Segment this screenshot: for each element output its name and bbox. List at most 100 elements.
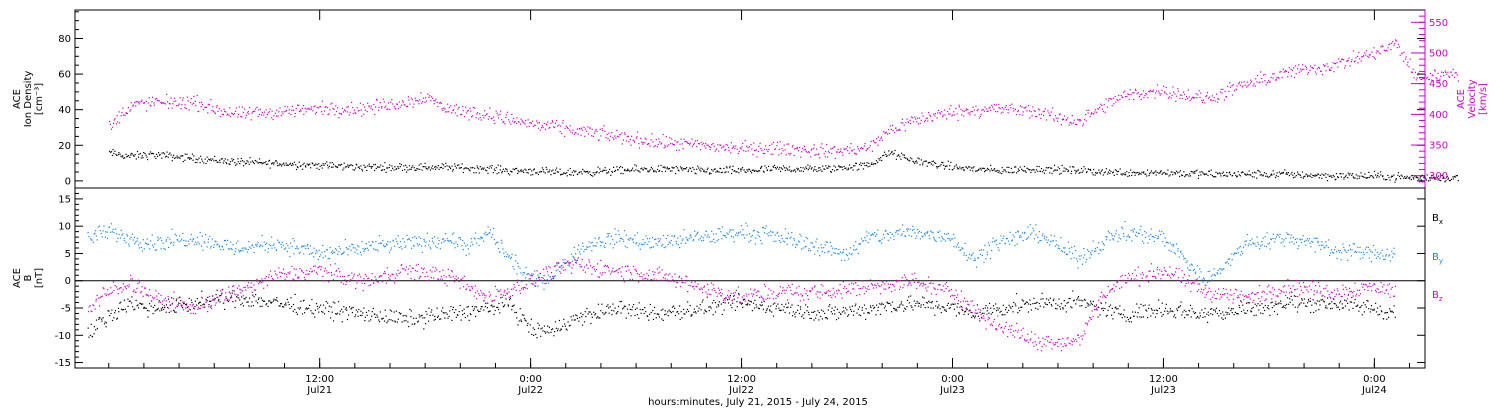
velocity-series-point [1097, 108, 1099, 110]
velocity-series-point [1393, 44, 1395, 46]
bx-series-point [1026, 301, 1028, 303]
bx-series-point [695, 312, 697, 314]
density-series-point [231, 158, 233, 160]
density-series-point [915, 161, 917, 163]
bx-series-point [483, 309, 485, 311]
by-series-point [450, 240, 452, 242]
velocity-series-point [982, 109, 984, 111]
bx-series-point [680, 311, 682, 313]
density-series-point [567, 169, 569, 171]
density-series-point [461, 163, 463, 165]
velocity-series-point [1295, 73, 1297, 75]
bx-series-point [882, 303, 884, 305]
velocity-series-point [1100, 103, 1102, 105]
by-series-point [436, 247, 438, 249]
bx-series-point [603, 313, 605, 315]
bx-series-point [283, 306, 285, 308]
bx-series-point [1214, 309, 1216, 311]
density-series-point [1105, 168, 1107, 170]
density-series-point [397, 166, 399, 168]
velocity-series-point [170, 97, 172, 99]
velocity-series-point [235, 107, 237, 109]
velocity-series-point [201, 103, 204, 106]
density-series-point [738, 172, 740, 174]
velocity-series-point [796, 148, 799, 150]
density-series-point [1285, 173, 1287, 175]
velocity-series-point [567, 127, 569, 129]
density-series-point [807, 164, 809, 166]
bx-series-point [318, 311, 320, 313]
bx-series-point [1375, 311, 1378, 313]
density-series-point [1426, 174, 1428, 176]
bx-series-point [233, 290, 235, 292]
bx-series-point [1091, 303, 1093, 306]
bx-series-point [1189, 304, 1192, 306]
density-series-point [240, 157, 242, 160]
density-series-point [1449, 180, 1451, 182]
velocity-series-point [795, 148, 797, 150]
velocity-series-point [1140, 98, 1142, 100]
velocity-series-point [1219, 91, 1222, 93]
velocity-series-point [1286, 70, 1288, 73]
density-series-point [114, 150, 116, 152]
density-series-point [1443, 176, 1445, 178]
density-series-point [487, 172, 489, 174]
velocity-series-point [817, 154, 819, 156]
velocity-series-point [1379, 53, 1381, 55]
velocity-series-point [1365, 54, 1367, 56]
bx-series-point [1008, 309, 1010, 311]
density-series-point [830, 170, 832, 173]
density-series-point [1004, 169, 1006, 171]
velocity-series-point [351, 101, 353, 103]
bx-series-point [977, 315, 979, 317]
bx-series-point [664, 310, 666, 312]
bx-series-point [480, 306, 482, 308]
density-series-point [571, 171, 573, 173]
velocity-series-point [1007, 112, 1009, 114]
density-series-point [1048, 166, 1050, 169]
density-series-point [1026, 167, 1028, 169]
bx-series-point [935, 305, 937, 307]
bx-series-point [1250, 311, 1253, 313]
velocity-series-point [416, 99, 418, 101]
density-series-point [969, 166, 971, 168]
velocity-series-point [977, 108, 979, 110]
velocity-series-point [799, 146, 801, 149]
bx-series-point [142, 303, 144, 305]
velocity-series-point [758, 145, 760, 147]
by-series-point [362, 248, 364, 250]
velocity-series-point [1135, 89, 1137, 91]
velocity-series-point [291, 109, 293, 111]
density-series-point [639, 171, 641, 173]
by-series-point [366, 247, 368, 249]
velocity-series-point [521, 120, 523, 122]
velocity-series-point [296, 104, 299, 106]
velocity-series-point [1042, 111, 1044, 113]
x-tick-time: 0:00 [941, 374, 963, 385]
velocity-series-point [1049, 115, 1051, 117]
velocity-series-point [338, 112, 340, 114]
by-series-point [520, 272, 522, 274]
velocity-series-point [803, 149, 805, 151]
velocity-axis-title-line: Velocity [1467, 79, 1478, 118]
velocity-series-point [1054, 115, 1057, 117]
by-series-point [271, 247, 273, 249]
velocity-series-point [1284, 71, 1286, 73]
velocity-series-point [971, 111, 974, 113]
bx-series-point [558, 319, 560, 322]
velocity-series-point [214, 113, 216, 115]
bx-series-point [155, 309, 157, 311]
by-series-point [256, 243, 258, 245]
bx-series-point [428, 307, 430, 309]
by-series-point [632, 238, 634, 240]
by-series-point [241, 247, 243, 249]
bx-series-point [251, 301, 253, 303]
bx-series-point [168, 298, 170, 300]
bx-series-point [420, 315, 422, 317]
velocity-series-point [762, 152, 764, 154]
density-series-point [1287, 172, 1290, 174]
bx-series-point [1036, 301, 1038, 303]
density-series-point [825, 165, 827, 167]
density-series-point [286, 164, 288, 166]
